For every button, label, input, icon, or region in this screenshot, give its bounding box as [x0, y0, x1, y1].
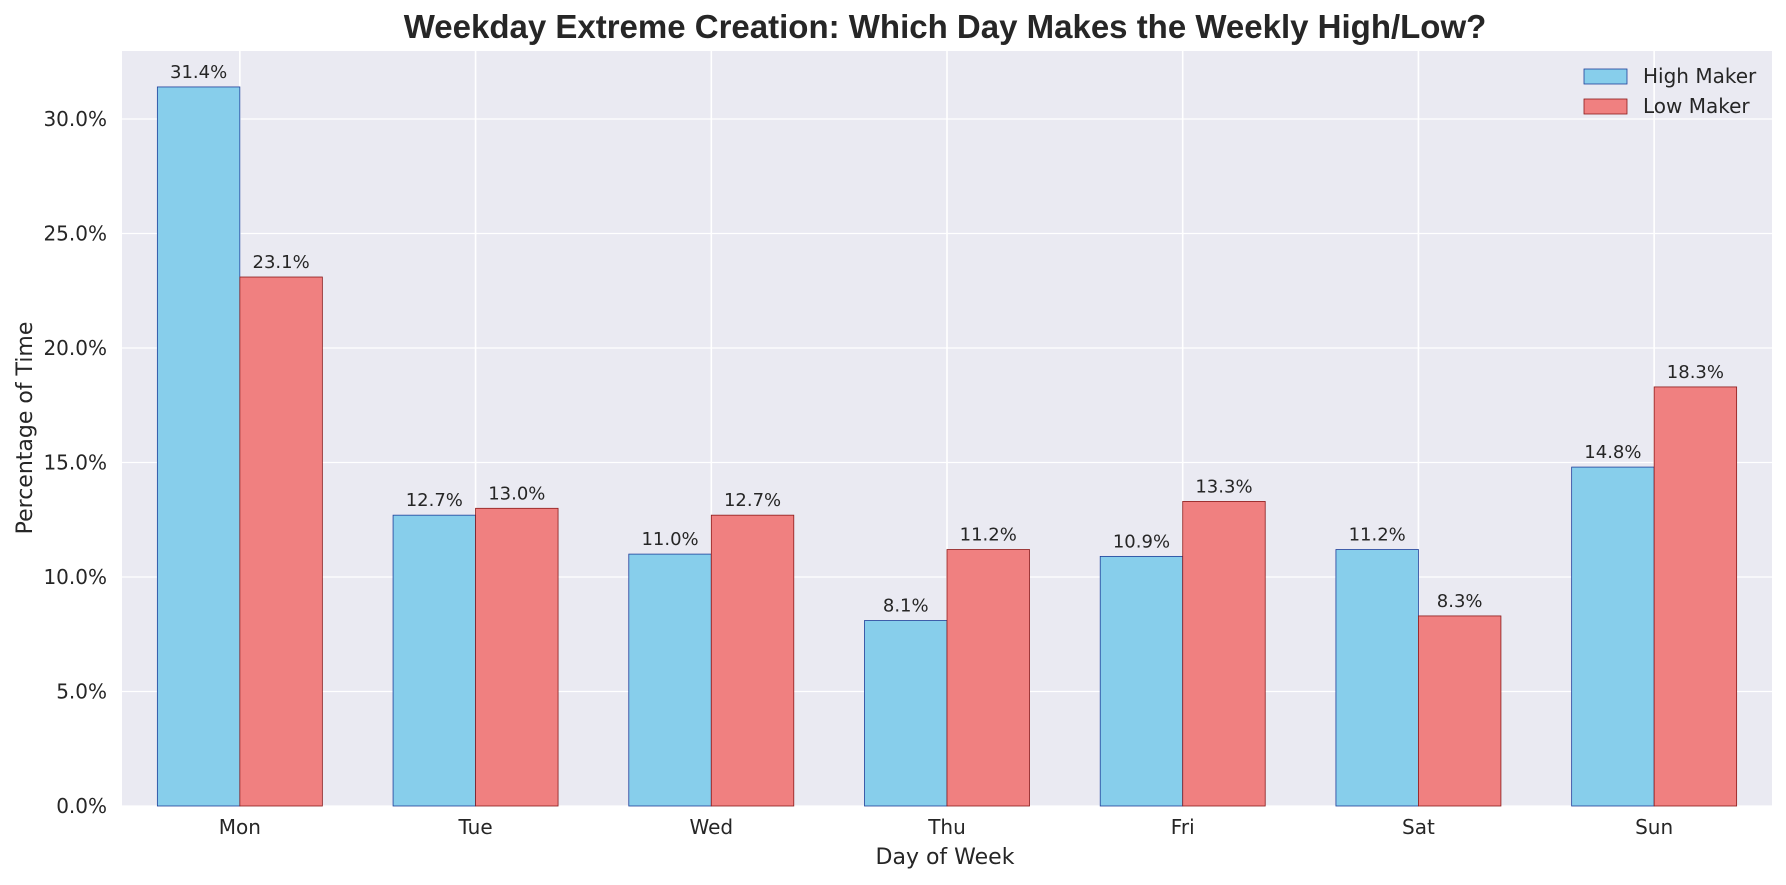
bar-high-maker-thu — [864, 620, 948, 807]
bar-value-label: 23.1% — [253, 252, 310, 273]
bar-high-maker-sat — [1335, 549, 1419, 807]
bar-labels: 31.4% 12.7% 11.0% 8.1% 10.9% 11.2% 14.8% 23.1% 1… — [170, 62, 1724, 617]
bar-low-maker-thu — [946, 549, 1030, 807]
bar-value-label: 13.0% — [488, 483, 545, 504]
x-tick-label: Wed — [689, 815, 733, 839]
bar-value-label: 8.1% — [883, 596, 929, 617]
bar-high-maker-fri — [1099, 555, 1184, 807]
bar-high-maker-wed — [628, 553, 712, 807]
bar-low-maker-wed — [710, 514, 795, 807]
bar-value-label: 31.4% — [170, 62, 227, 83]
bar-value-label: 18.3% — [1667, 362, 1724, 383]
bar-value-label: 14.8% — [1584, 442, 1641, 463]
bars — [156, 86, 1738, 807]
bar-value-label: 11.2% — [1349, 525, 1406, 546]
x-tick-label: Fri — [1171, 815, 1195, 839]
y-tick-label: 15.0% — [43, 451, 107, 475]
legend: High Maker Low Maker — [1583, 64, 1757, 118]
legend-swatch — [1583, 68, 1628, 85]
bar-value-label: 8.3% — [1437, 591, 1483, 612]
chart-title: Weekday Extreme Creation: Which Day Make… — [404, 8, 1487, 45]
bar-value-label: 13.3% — [1195, 476, 1252, 497]
bar-value-label: 12.7% — [406, 490, 463, 511]
bar-low-maker-sat — [1418, 615, 1502, 807]
bar-low-maker-fri — [1182, 501, 1266, 807]
y-tick-label: 0.0% — [56, 794, 107, 818]
x-tick-label: Sat — [1402, 815, 1435, 839]
bar-value-label: 10.9% — [1113, 531, 1170, 552]
legend-swatch — [1583, 98, 1628, 115]
y-tick-label: 20.0% — [43, 336, 107, 360]
x-tick-label: Sun — [1635, 815, 1673, 839]
y-tick-label: 5.0% — [56, 680, 107, 704]
bar-value-label: 11.2% — [960, 525, 1017, 546]
bar-high-maker-tue — [392, 514, 476, 807]
bar-high-maker-mon — [156, 86, 241, 807]
x-axis-ticks: Mon Tue Wed Thu Fri Sat Sun — [219, 815, 1673, 839]
y-axis-label: Percentage of Time — [13, 322, 38, 535]
bar-low-maker-tue — [475, 507, 559, 807]
bar-low-maker-mon — [239, 276, 323, 807]
legend-label: Low Maker — [1643, 94, 1750, 118]
y-tick-label: 10.0% — [43, 565, 107, 589]
legend-label: High Maker — [1643, 64, 1757, 88]
x-tick-label: Mon — [219, 815, 261, 839]
x-tick-label: Thu — [927, 815, 966, 839]
y-tick-label: 25.0% — [43, 222, 107, 246]
bar-low-maker-sun — [1653, 386, 1738, 807]
bar-value-label: 12.7% — [724, 490, 781, 511]
bar-high-maker-sun — [1571, 466, 1655, 807]
bar-value-label: 11.0% — [641, 529, 698, 550]
y-tick-label: 30.0% — [43, 107, 107, 131]
x-tick-label: Tue — [457, 815, 492, 839]
y-axis-ticks: 0.0% 5.0% 10.0% 15.0% 20.0% 25.0% 30.0% — [43, 107, 107, 818]
x-axis-label: Day of Week — [876, 845, 1015, 870]
